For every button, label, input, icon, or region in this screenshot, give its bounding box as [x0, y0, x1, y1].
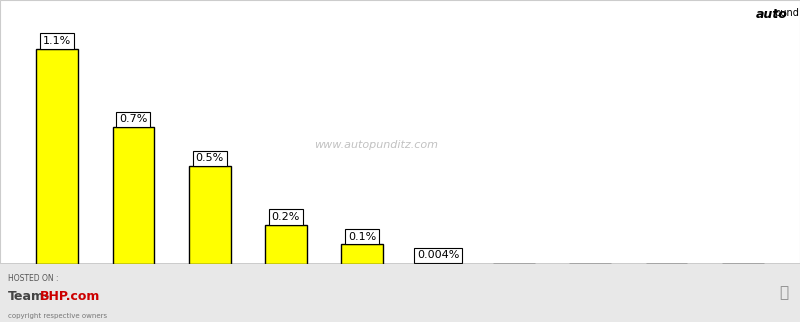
- Text: auto: auto: [756, 8, 788, 21]
- Text: 🔍: 🔍: [779, 286, 788, 300]
- Text: 0.2%: 0.2%: [271, 212, 300, 222]
- Bar: [417, 263, 459, 264]
- Bar: [36, 49, 78, 264]
- Text: 0.1%: 0.1%: [348, 232, 376, 242]
- Text: 0.7%: 0.7%: [119, 114, 148, 124]
- Bar: [189, 166, 230, 264]
- Text: www.autopunditz.com: www.autopunditz.com: [314, 140, 438, 150]
- Text: HOSTED ON :: HOSTED ON :: [8, 274, 58, 283]
- Bar: [265, 225, 306, 264]
- Bar: [341, 244, 383, 264]
- Text: BHP.com: BHP.com: [40, 290, 100, 303]
- Text: Team-: Team-: [8, 290, 50, 303]
- Text: 1.1%: 1.1%: [43, 36, 71, 46]
- Text: copyright respective owners: copyright respective owners: [8, 313, 107, 319]
- Text: 0.5%: 0.5%: [195, 154, 224, 164]
- Bar: [113, 127, 154, 264]
- Text: 0.004%: 0.004%: [417, 251, 459, 260]
- Text: pund: pund: [774, 8, 799, 18]
